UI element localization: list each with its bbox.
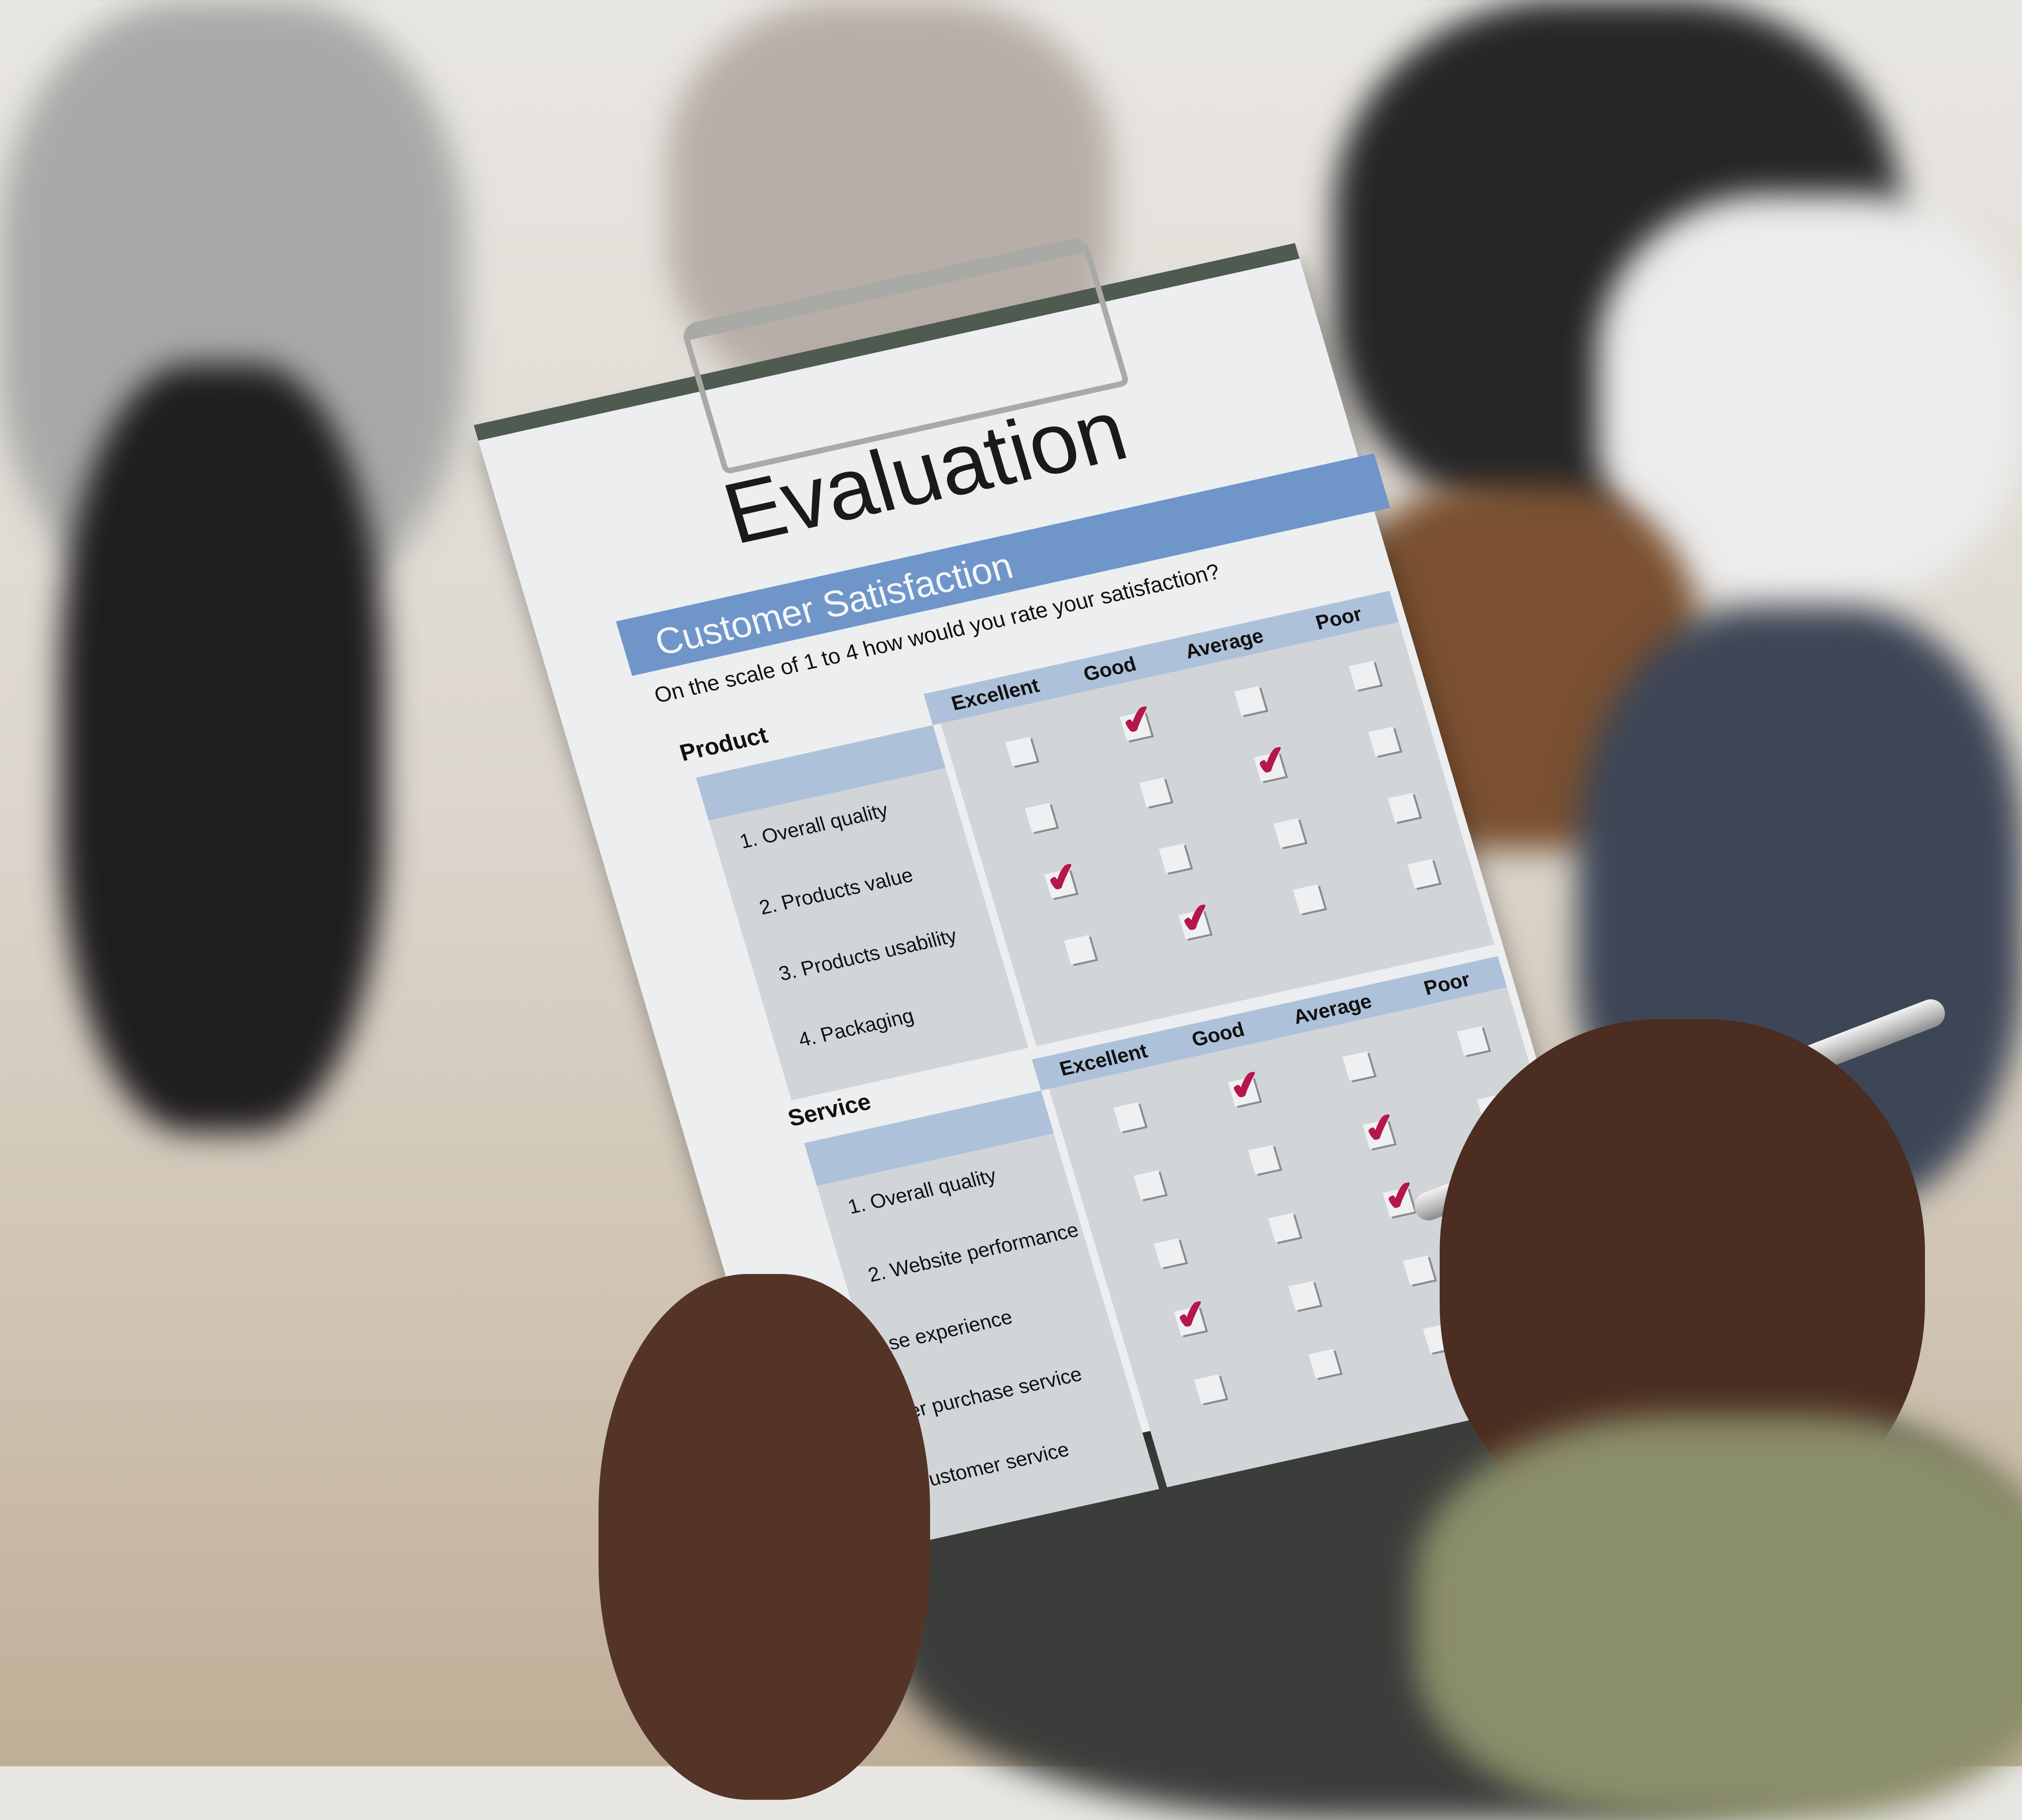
- checkbox-good[interactable]: ✔: [1116, 696, 1160, 745]
- checkbox-excellent[interactable]: [1064, 935, 1096, 965]
- checkbox-average[interactable]: ✔: [1379, 1172, 1423, 1221]
- checkbox-good[interactable]: [1308, 1349, 1340, 1379]
- checkbox-poor[interactable]: [1407, 859, 1439, 889]
- left-hand: [599, 1274, 930, 1800]
- row-label: 2. Website performance: [865, 1218, 1081, 1287]
- checkbox-average[interactable]: [1293, 884, 1325, 914]
- background-laptop: [1597, 194, 2022, 599]
- checkmark-icon: ✔: [1174, 894, 1218, 943]
- checkbox-good[interactable]: [1139, 777, 1171, 807]
- checkmark-icon: ✔: [1040, 853, 1085, 902]
- checkbox-average[interactable]: [1273, 818, 1305, 848]
- checkbox-good[interactable]: [1268, 1213, 1300, 1243]
- checkbox-poor[interactable]: [1457, 1026, 1489, 1056]
- row-label: ustomer service: [926, 1437, 1072, 1491]
- checkmark-icon: ✔: [1224, 1061, 1268, 1110]
- row-label: se experience: [885, 1305, 1015, 1354]
- checkbox-poor[interactable]: [1368, 726, 1400, 756]
- row-label: 4. Packaging: [795, 1004, 916, 1052]
- row-label: er purchase service: [905, 1362, 1085, 1422]
- checkmark-icon: ✔: [1170, 1291, 1214, 1340]
- checkbox-poor[interactable]: [1349, 660, 1381, 690]
- checkmark-icon: ✔: [1250, 736, 1294, 785]
- checkbox-excellent[interactable]: [1194, 1374, 1226, 1404]
- checkbox-excellent[interactable]: [1025, 803, 1057, 833]
- row-label: 2. Products value: [756, 863, 916, 919]
- checkbox-good[interactable]: ✔: [1224, 1061, 1268, 1110]
- checkbox-good[interactable]: [1159, 843, 1191, 873]
- row-label: 3. Products usability: [776, 924, 960, 985]
- checkbox-average[interactable]: [1403, 1255, 1435, 1285]
- foreground-shoulder: [1415, 1416, 2022, 1820]
- checkbox-poor[interactable]: [1387, 793, 1420, 823]
- checkmark-icon: ✔: [1115, 696, 1160, 745]
- checkbox-excellent[interactable]: ✔: [1170, 1291, 1214, 1339]
- checkbox-excellent[interactable]: [1113, 1102, 1145, 1132]
- checkbox-excellent[interactable]: [1134, 1170, 1165, 1200]
- product-section-title: Product: [677, 722, 771, 766]
- checkbox-good[interactable]: [1248, 1145, 1280, 1175]
- checkbox-excellent[interactable]: [1005, 736, 1037, 766]
- background-legs-left: [61, 364, 384, 1132]
- checkbox-excellent[interactable]: ✔: [1040, 853, 1084, 902]
- checkbox-average[interactable]: [1342, 1051, 1374, 1081]
- checkbox-good[interactable]: ✔: [1174, 894, 1218, 943]
- checkbox-good[interactable]: [1288, 1281, 1320, 1311]
- checkbox-average[interactable]: ✔: [1250, 736, 1294, 785]
- checkbox-excellent[interactable]: [1154, 1238, 1186, 1268]
- checkbox-average[interactable]: ✔: [1358, 1104, 1402, 1152]
- checkmark-icon: ✔: [1358, 1104, 1403, 1153]
- checkbox-average[interactable]: [1234, 686, 1266, 716]
